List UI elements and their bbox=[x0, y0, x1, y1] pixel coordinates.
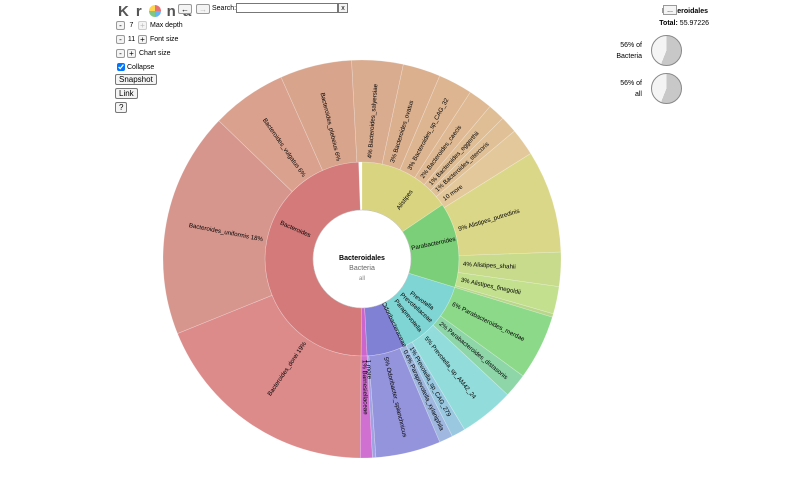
species-wedge-bacteroides-caecis[interactable] bbox=[414, 91, 491, 186]
species-wedge-bacteroides-vulgatus[interactable] bbox=[218, 76, 323, 193]
species-wedge-1-more[interactable] bbox=[366, 355, 377, 459]
font-size-value: 11 bbox=[127, 36, 136, 43]
chart-size-increase-button[interactable]: + bbox=[127, 49, 136, 58]
species-wedge-bacteroides-uniformis[interactable] bbox=[162, 120, 293, 334]
species-wedge-barnesiellaceae[interactable] bbox=[359, 355, 373, 459]
species-label-1-more: 1 more bbox=[365, 360, 373, 380]
species-wedge-parabacteroides-merdae[interactable] bbox=[440, 286, 553, 377]
species-wedge-alistipes-finegoldii[interactable] bbox=[454, 272, 560, 315]
species-wedge-prevotella-sp-am42-24[interactable] bbox=[411, 324, 508, 430]
snapshot-button[interactable]: Snapshot bbox=[115, 74, 157, 85]
percent-of-all-pie bbox=[651, 73, 682, 104]
chart-size-label: Chart size bbox=[139, 50, 171, 57]
max-depth-value: 7 bbox=[129, 22, 134, 29]
species-label-barnesiellaceae: 1% Barnesiellaceae bbox=[361, 360, 369, 415]
details-more-button[interactable]: ... bbox=[663, 5, 677, 15]
clear-search-button[interactable]: x bbox=[338, 3, 348, 13]
percent-of-bacteria-pie bbox=[651, 35, 682, 66]
center-root: all bbox=[359, 276, 365, 282]
species-wedge-bacteroides-eggerthii[interactable] bbox=[423, 106, 504, 191]
collapse-checkbox[interactable] bbox=[117, 63, 125, 71]
link-button[interactable]: Link bbox=[115, 88, 138, 99]
species-wedge-bacteroides-salyersiae[interactable] bbox=[351, 59, 404, 165]
details-title: Bacteroidales bbox=[662, 8, 708, 15]
font-size-decrease-button[interactable]: - bbox=[116, 35, 125, 44]
chart-size-decrease-button[interactable]: - bbox=[116, 49, 125, 58]
max-depth-label: Max depth bbox=[150, 22, 183, 29]
species-wedge-odoribacter-splanchnicus[interactable] bbox=[368, 347, 441, 458]
forward-button[interactable]: → bbox=[196, 4, 210, 14]
species-wedge-unlabeled[interactable] bbox=[454, 285, 554, 318]
max-depth-control: - 7 + Max depth bbox=[116, 20, 183, 31]
species-wedge-bacteroides-stercoris[interactable] bbox=[430, 117, 515, 198]
collapse-option[interactable]: Collapse bbox=[117, 63, 154, 71]
search-input[interactable] bbox=[236, 3, 338, 13]
back-button[interactable]: ← bbox=[178, 4, 192, 14]
center-circle[interactable] bbox=[312, 209, 412, 309]
percent-of-all-text: 56% of all bbox=[620, 80, 642, 98]
font-size-increase-button[interactable]: + bbox=[138, 35, 147, 44]
species-label-alistipes-shahii: 4% Alistipes_shahii bbox=[463, 261, 516, 271]
center-parent: Bacteria bbox=[349, 265, 375, 272]
font-size-control: - 11 + Font size bbox=[116, 34, 178, 45]
species-wedge-bacteroides-plebeius[interactable] bbox=[280, 59, 358, 171]
details-total: Total: 55.97226 bbox=[659, 20, 709, 27]
species-wedge-bacteroides-dorei[interactable] bbox=[177, 294, 362, 459]
krona-logo-icon bbox=[148, 5, 161, 17]
total-value: 55.97226 bbox=[679, 20, 709, 27]
font-size-label: Font size bbox=[150, 36, 179, 43]
max-depth-decrease-button[interactable]: - bbox=[116, 21, 125, 30]
collapse-label: Collapse bbox=[127, 63, 155, 71]
center-title: Bacteroidales bbox=[339, 255, 385, 262]
help-button[interactable]: ? bbox=[115, 102, 128, 113]
percent-of-bacteria-text: 56% of Bacteria bbox=[616, 42, 642, 60]
search-label: Search: bbox=[212, 5, 237, 12]
max-depth-increase-button[interactable]: + bbox=[138, 21, 147, 30]
chart-size-control: - + Chart size bbox=[116, 48, 171, 59]
